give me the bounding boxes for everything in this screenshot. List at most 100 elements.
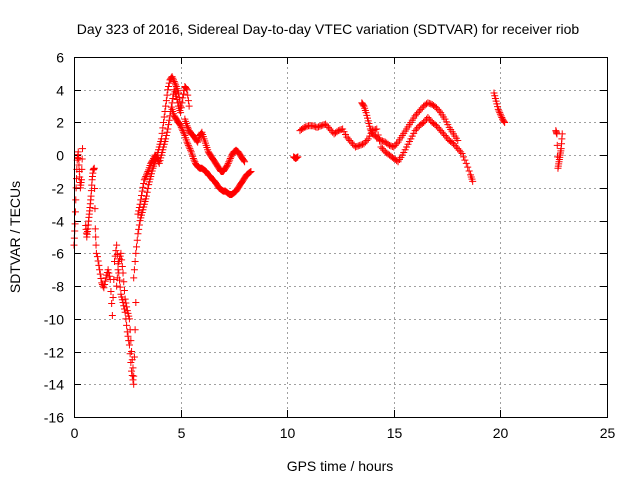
data-point (130, 380, 138, 388)
data-point-interp (133, 243, 141, 251)
data-point-interp (92, 241, 100, 249)
series-seg-i (290, 153, 302, 162)
data-point (170, 78, 178, 86)
data-point (347, 138, 355, 146)
data-point-interp (71, 208, 79, 216)
data-point-interp (135, 204, 143, 212)
data-point-interp (187, 146, 195, 154)
data-point (132, 249, 140, 257)
data-point (360, 140, 368, 148)
data-point-interp (165, 82, 173, 90)
data-point-interp (413, 125, 421, 133)
data-point (140, 176, 148, 184)
data-point (420, 118, 428, 126)
data-point (313, 123, 321, 131)
data-point-interp (163, 128, 171, 136)
x-tick-label: 15 (387, 425, 403, 441)
data-point-interp (114, 266, 122, 274)
data-point-interp (320, 121, 328, 129)
series-seg-g (168, 105, 255, 198)
data-point-interp (384, 140, 392, 148)
data-point (558, 130, 566, 138)
data-point-interp (128, 356, 136, 364)
data-point-interp (246, 169, 254, 177)
data-point-interp (357, 141, 365, 149)
data-point (104, 266, 112, 274)
y-tick-label: 4 (56, 83, 64, 99)
data-point (185, 143, 193, 151)
data-point-interp (461, 156, 469, 164)
data-point-interp (180, 130, 188, 138)
data-point-interp (120, 278, 128, 286)
data-point-interp (169, 74, 177, 82)
data-point (226, 156, 234, 164)
data-point (136, 200, 144, 208)
data-point-interp (388, 142, 396, 150)
data-point (411, 127, 419, 135)
data-point-interp (414, 109, 422, 117)
data-point-interp (144, 184, 152, 192)
data-point-interp (435, 107, 443, 115)
data-point-interp (319, 121, 327, 129)
y-tick-labels: -16 -14 -12 -10 -8 -6 -4 -2 0 2 4 6 (44, 50, 64, 426)
data-point (142, 192, 150, 200)
data-point-interp (124, 332, 132, 340)
y-axis-label: SDTVAR / TECUs (7, 181, 23, 293)
data-point-interp (126, 326, 134, 334)
data-point-interp (359, 101, 367, 109)
data-point (128, 348, 136, 356)
data-point (458, 150, 466, 158)
data-point-interp (120, 286, 128, 294)
data-point-interp (353, 142, 361, 150)
data-point-interp (135, 225, 143, 233)
grid (74, 57, 607, 417)
data-point (130, 372, 138, 380)
y-tick-label: -16 (44, 410, 64, 426)
data-point-interp (553, 141, 561, 149)
data-point (117, 249, 125, 257)
data-point (366, 125, 374, 133)
data-point-interp (413, 110, 421, 118)
data-point-interp (316, 122, 324, 130)
data-point (377, 143, 385, 151)
data-point-interp (163, 91, 171, 99)
data-point-interp (427, 100, 435, 108)
data-point-interp (440, 130, 448, 138)
data-point-interp (393, 140, 401, 148)
data-point (91, 225, 99, 233)
data-point-interp (378, 137, 386, 145)
data-point-interp (75, 154, 83, 162)
x-axis-label: GPS time / hours (287, 458, 394, 474)
data-point-interp (75, 161, 83, 169)
data-point-interp (344, 135, 352, 143)
data-point-interp (94, 257, 102, 265)
data-point (92, 249, 100, 257)
data-point (373, 125, 381, 133)
data-point (168, 73, 176, 81)
data-point-interp (387, 142, 395, 150)
data-point-interp (464, 163, 472, 171)
data-point (326, 125, 334, 133)
data-point-interp (137, 196, 145, 204)
data-point-interp (442, 133, 450, 141)
data-point (424, 114, 432, 122)
data-point (224, 161, 232, 169)
data-point (390, 143, 398, 151)
data-point-interp (101, 277, 109, 285)
data-point (113, 282, 121, 290)
data-point-interp (96, 270, 104, 278)
data-point-interp (97, 274, 105, 282)
y-tick-label: -8 (52, 279, 65, 295)
data-point-interp (367, 127, 375, 135)
data-point (441, 132, 449, 140)
data-point-interp (133, 236, 141, 244)
data-point-interp (127, 337, 135, 345)
y-tick-label: -10 (44, 312, 64, 328)
data-point-interp (303, 122, 311, 130)
data-point-interp (184, 140, 192, 148)
data-point-interp (425, 115, 433, 123)
data-point (90, 164, 98, 172)
data-point-interp (324, 123, 332, 131)
data-point-interp (177, 123, 185, 131)
